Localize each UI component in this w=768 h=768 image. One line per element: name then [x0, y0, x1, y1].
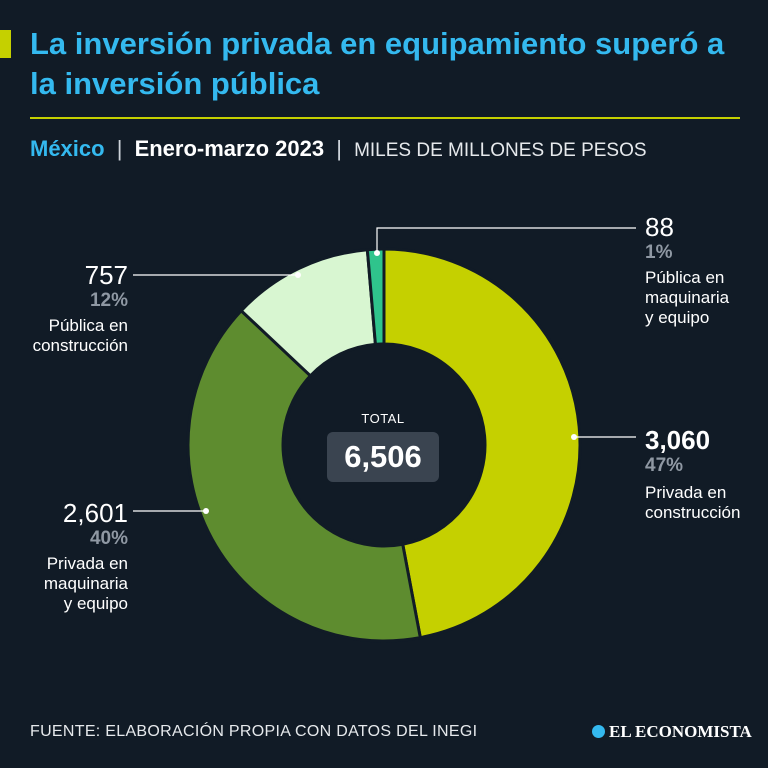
subtitle-separator: |	[116, 136, 123, 161]
label-category: construcción	[645, 503, 741, 522]
slice-privada-maquinaria	[186, 308, 423, 643]
subtitle-separator: |	[336, 136, 342, 161]
label-category: Pública en	[645, 268, 725, 287]
subtitle-units: MILES DE MILLONES DE PESOS	[354, 140, 647, 161]
label-category: Pública en	[48, 316, 128, 335]
label-value: 2,601	[62, 498, 128, 528]
label-category: maquinaria	[43, 574, 128, 593]
title-divider	[30, 117, 740, 119]
brand-logo: EL ECONOMISTA	[592, 722, 752, 742]
total-value: 6,506	[327, 432, 439, 482]
label-value: 757	[84, 260, 128, 290]
leader-publica-maquinaria	[376, 227, 636, 253]
label-value: 88	[645, 212, 674, 242]
label-category: Privada en	[645, 483, 727, 502]
leader-privada-construccion-dot	[571, 434, 577, 440]
label-percent: 40%	[89, 528, 128, 549]
label-privada-maquinaria: 2,601 40% Privada en maquinaria y equipo	[10, 498, 128, 614]
label-value: 3,060	[645, 425, 711, 455]
chart-title: La inversión privada en equipamiento sup…	[30, 26, 725, 101]
label-category: y equipo	[63, 594, 128, 613]
label-percent: 12%	[89, 290, 128, 311]
label-category: maquinaria	[645, 288, 730, 307]
chart-subtitle: México | Enero-marzo 2023 | MILES DE MIL…	[30, 134, 750, 166]
leader-publica-maquinaria-dot	[374, 250, 380, 256]
label-publica-maquinaria: 88 1% Pública en maquinaria y equipo	[645, 212, 729, 328]
slice-privada-construccion	[382, 247, 582, 640]
leader-privada-maquinaria-dot	[203, 508, 209, 514]
subtitle-period: Enero-marzo 2023	[134, 136, 325, 161]
total-caption: TOTAL	[361, 411, 405, 426]
label-percent: 47%	[645, 455, 684, 476]
label-publica-construccion: 757 12% Pública en construcción	[10, 260, 128, 356]
source-note: FUENTE: ELABORACIÓN PROPIA CON DATOS DEL…	[30, 723, 478, 740]
label-category: Privada en	[46, 554, 128, 573]
subtitle-region: México	[30, 136, 105, 161]
slice-publica-maquinaria	[365, 247, 386, 346]
brand-name: EL ECONOMISTA	[609, 722, 752, 741]
label-category: y equipo	[645, 308, 710, 327]
leader-publica-construccion-dot	[295, 272, 301, 278]
brand-mark-icon	[592, 725, 605, 738]
title-accent-bar	[0, 30, 11, 58]
label-privada-construccion: 3,060 47% Privada en construcción	[645, 425, 740, 523]
label-category: construcción	[32, 336, 128, 355]
label-percent: 1%	[645, 242, 673, 263]
